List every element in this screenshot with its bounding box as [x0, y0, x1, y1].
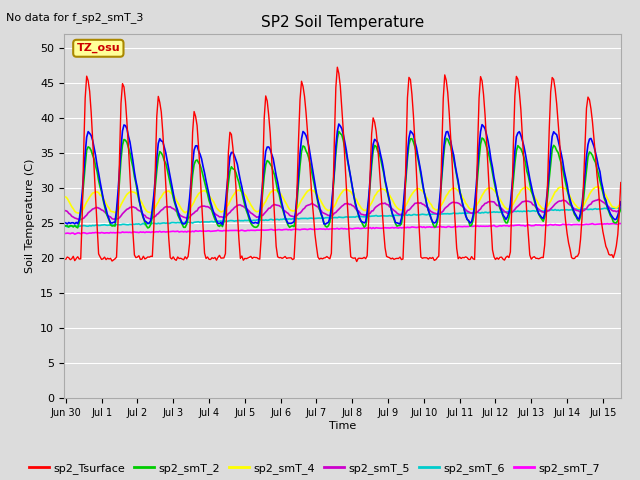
Legend: sp2_Tsurface, sp2_smT_1, sp2_smT_2, sp2_smT_4, sp2_smT_5, sp2_smT_6, sp2_smT_7: sp2_Tsurface, sp2_smT_1, sp2_smT_2, sp2_… [25, 459, 604, 480]
Title: SP2 Soil Temperature: SP2 Soil Temperature [260, 15, 424, 30]
Y-axis label: Soil Temperature (C): Soil Temperature (C) [24, 159, 35, 273]
Text: TZ_osu: TZ_osu [77, 43, 120, 53]
Text: No data for f_sp2_smT_3: No data for f_sp2_smT_3 [6, 12, 144, 23]
X-axis label: Time: Time [329, 421, 356, 431]
